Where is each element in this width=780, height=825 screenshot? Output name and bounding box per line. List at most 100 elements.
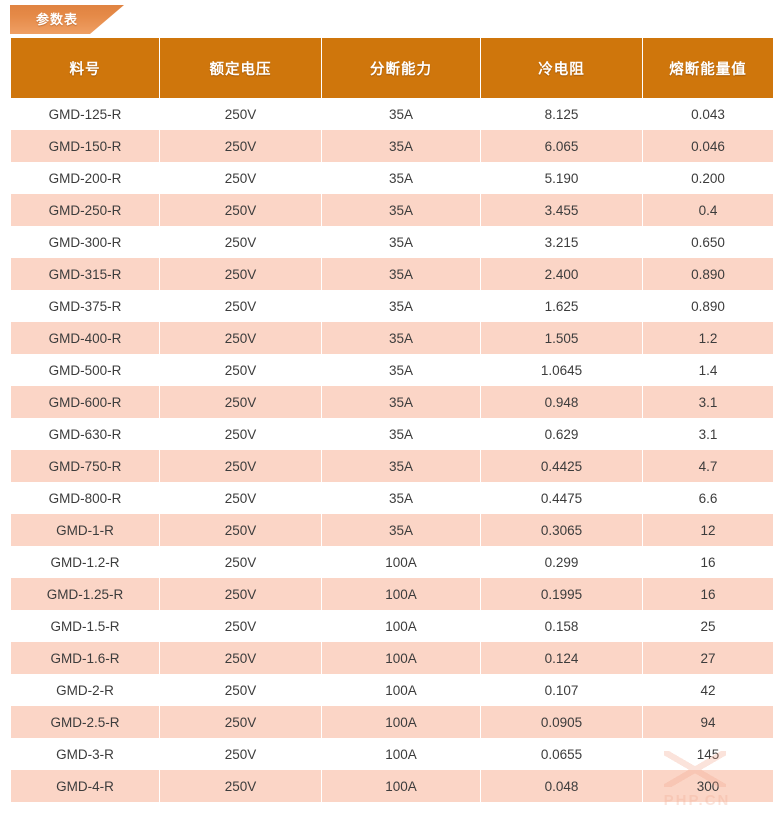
table-cell: 250V (160, 610, 321, 642)
table-cell: 0.890 (643, 258, 773, 290)
table-row: GMD-1-R 250V 35A 0.3065 12 (11, 514, 773, 546)
table-cell: 0.124 (481, 642, 642, 674)
table-cell: 35A (322, 386, 480, 418)
table-cell: GMD-1.5-R (11, 610, 159, 642)
table-cell: 100A (322, 578, 480, 610)
table-cell: 0.650 (643, 226, 773, 258)
table-cell: 12 (643, 514, 773, 546)
table-cell: 250V (160, 674, 321, 706)
tab-parameter-table[interactable]: 参数表 (10, 5, 124, 34)
table-cell: 1.0645 (481, 354, 642, 386)
table-cell: 4.7 (643, 450, 773, 482)
parameter-table-container: 料号 额定电压 分断能力 冷电阻 熔断能量值 GMD-125-R 250V 35A 8.125… (0, 38, 780, 802)
table-cell: 35A (322, 130, 480, 162)
table-cell: 250V (160, 226, 321, 258)
table-cell: GMD-150-R (11, 130, 159, 162)
table-cell: 100A (322, 674, 480, 706)
table-column-header: 分断能力 (322, 38, 480, 98)
table-cell: 0.200 (643, 162, 773, 194)
table-cell: 35A (322, 98, 480, 130)
table-column-header: 冷电阻 (481, 38, 642, 98)
table-row: GMD-2.5-R 250V 100A 0.0905 94 (11, 706, 773, 738)
table-cell: 250V (160, 290, 321, 322)
table-cell: 100A (322, 610, 480, 642)
table-header: 料号 额定电压 分断能力 冷电阻 熔断能量值 (11, 38, 773, 98)
tab-parameter-table-label: 参数表 (36, 12, 79, 27)
table-cell: 250V (160, 546, 321, 578)
table-cell: 16 (643, 546, 773, 578)
table-cell: 42 (643, 674, 773, 706)
table-cell: 35A (322, 258, 480, 290)
table-cell: GMD-1.6-R (11, 642, 159, 674)
table-cell: 35A (322, 514, 480, 546)
table-cell: 35A (322, 450, 480, 482)
table-cell: 94 (643, 706, 773, 738)
table-cell: 250V (160, 386, 321, 418)
table-cell: 0.3065 (481, 514, 642, 546)
table-row: GMD-150-R 250V 35A 6.065 0.046 (11, 130, 773, 162)
table-cell: 100A (322, 546, 480, 578)
table-header-row: 料号 额定电压 分断能力 冷电阻 熔断能量值 (11, 38, 773, 98)
table-cell: 0.890 (643, 290, 773, 322)
table-cell: 3.215 (481, 226, 642, 258)
table-cell: 145 (643, 738, 773, 770)
table-row: GMD-500-R 250V 35A 1.0645 1.4 (11, 354, 773, 386)
table-cell: GMD-750-R (11, 450, 159, 482)
table-row: GMD-800-R 250V 35A 0.4475 6.6 (11, 482, 773, 514)
table-cell: GMD-375-R (11, 290, 159, 322)
table-cell: GMD-4-R (11, 770, 159, 802)
table-cell: 0.4 (643, 194, 773, 226)
table-cell: 250V (160, 418, 321, 450)
table-cell: 25 (643, 610, 773, 642)
table-cell: 35A (322, 290, 480, 322)
table-cell: 35A (322, 354, 480, 386)
table-cell: 300 (643, 770, 773, 802)
table-cell: 250V (160, 162, 321, 194)
table-cell: 250V (160, 770, 321, 802)
table-cell: 3.1 (643, 386, 773, 418)
table-cell: 0.629 (481, 418, 642, 450)
table-cell: GMD-2.5-R (11, 706, 159, 738)
table-cell: 250V (160, 706, 321, 738)
table-row: GMD-750-R 250V 35A 0.4425 4.7 (11, 450, 773, 482)
table-cell: GMD-630-R (11, 418, 159, 450)
table-cell: 250V (160, 194, 321, 226)
table-row: GMD-200-R 250V 35A 5.190 0.200 (11, 162, 773, 194)
table-cell: 250V (160, 738, 321, 770)
table-row: GMD-600-R 250V 35A 0.948 3.1 (11, 386, 773, 418)
table-cell: 1.2 (643, 322, 773, 354)
table-row: GMD-375-R 250V 35A 1.625 0.890 (11, 290, 773, 322)
table-cell: 250V (160, 322, 321, 354)
tab-strip: 参数表 (0, 0, 780, 38)
table-cell: 250V (160, 642, 321, 674)
table-cell: 1.625 (481, 290, 642, 322)
table-cell: 0.948 (481, 386, 642, 418)
table-cell: GMD-125-R (11, 98, 159, 130)
table-cell: 35A (322, 322, 480, 354)
table-row: GMD-2-R 250V 100A 0.107 42 (11, 674, 773, 706)
table-cell: GMD-2-R (11, 674, 159, 706)
table-row: GMD-1.6-R 250V 100A 0.124 27 (11, 642, 773, 674)
table-cell: 0.107 (481, 674, 642, 706)
table-cell: 35A (322, 226, 480, 258)
table-cell: 100A (322, 770, 480, 802)
table-cell: 0.046 (643, 130, 773, 162)
table-cell: 250V (160, 258, 321, 290)
table-cell: 16 (643, 578, 773, 610)
table-cell: GMD-3-R (11, 738, 159, 770)
table-cell: 35A (322, 194, 480, 226)
table-row: GMD-315-R 250V 35A 2.400 0.890 (11, 258, 773, 290)
table-cell: 250V (160, 578, 321, 610)
table-cell: 250V (160, 450, 321, 482)
table-cell: 0.0905 (481, 706, 642, 738)
table-cell: GMD-300-R (11, 226, 159, 258)
table-cell: 27 (643, 642, 773, 674)
table-cell: 8.125 (481, 98, 642, 130)
table-row: GMD-250-R 250V 35A 3.455 0.4 (11, 194, 773, 226)
table-cell: GMD-1-R (11, 514, 159, 546)
table-row: GMD-125-R 250V 35A 8.125 0.043 (11, 98, 773, 130)
table-cell: 3.1 (643, 418, 773, 450)
table-cell: 35A (322, 418, 480, 450)
table-cell: 0.299 (481, 546, 642, 578)
table-column-header: 熔断能量值 (643, 38, 773, 98)
